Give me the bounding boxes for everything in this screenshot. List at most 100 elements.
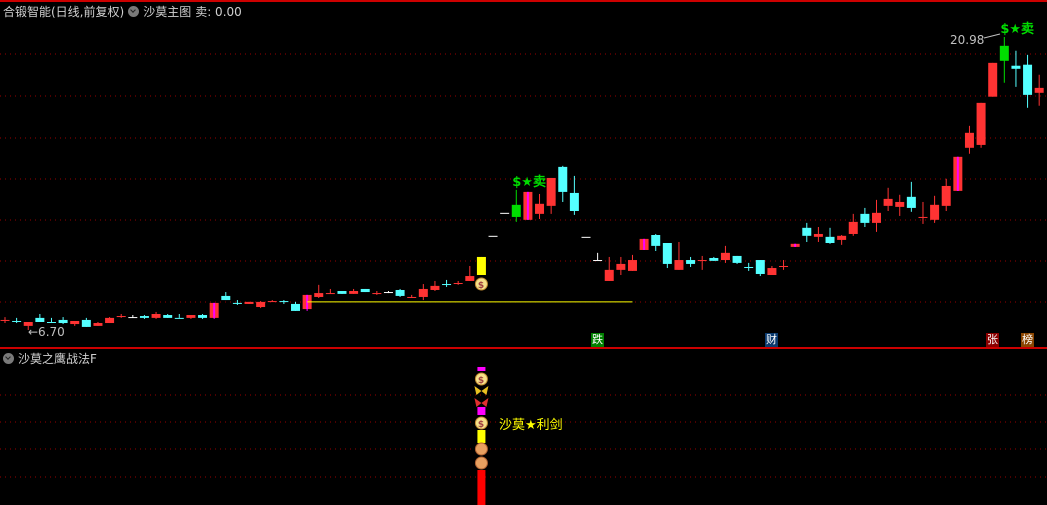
red-bar [477,470,486,505]
candle [558,165,568,202]
candle-body [883,198,893,206]
sub-indicator-name[interactable]: 沙莫之鹰战法F [18,352,97,366]
candle-body [186,315,196,318]
candle [442,279,452,287]
candle [430,280,440,292]
candle [790,243,800,247]
candle [616,256,626,276]
candle [627,254,637,271]
indicator-name[interactable]: 沙莫主图 [143,5,192,19]
indicator-menu-icon[interactable] [128,6,140,17]
candle [895,194,905,216]
candle [988,62,998,97]
candle-body [604,269,614,281]
chart-annotations: ←6.70 20.98 $★卖 $★卖 $ $ $ [28,21,1034,505]
candle [1023,54,1033,108]
candle-body [325,293,335,295]
candle [302,294,312,311]
candle [860,207,870,227]
candle-body [941,185,951,206]
candle-body [697,260,707,262]
candle [674,241,684,270]
candle-body [767,268,777,276]
magenta-bar [477,367,486,371]
candle [976,102,986,148]
candle-body [267,301,277,303]
candle-body [569,192,579,211]
candle-body [709,257,719,261]
candle [116,313,126,318]
candle [872,199,881,232]
magenta-block [477,407,486,415]
sell-value: 卖: 0.00 [195,5,242,19]
candle-body [337,291,347,294]
candle [1034,74,1044,106]
candle [0,317,10,324]
candle [174,313,184,319]
candle-body [232,302,242,304]
candle [139,315,149,319]
candle [639,238,649,250]
candle-body [906,196,916,208]
candle [58,317,68,325]
candle [837,235,847,245]
candle [360,288,370,293]
candle-body [81,319,91,327]
moneybag-sub-1: $ [474,372,488,386]
candle [569,175,579,215]
candle-body [476,256,486,276]
dollar-sign: $ [478,420,484,430]
candle [930,195,940,223]
sub-panel-header: 沙莫之鹰战法F [3,350,97,367]
moneybag-icon [474,372,488,386]
candle [523,191,533,220]
low-price-label: ←6.70 [28,325,65,339]
moneybag-icon [474,277,488,291]
grid-lines [0,0,1047,478]
candle [314,284,324,298]
candle [848,213,858,236]
candle-body [616,263,626,270]
butterfly-icon-red [474,398,489,407]
sell-signal: $★卖 [512,174,546,190]
candle [279,300,289,304]
candle-body [70,320,80,325]
candle [221,292,231,301]
candle-body [349,291,359,294]
candle-body [139,316,149,318]
candle-body [686,260,696,264]
candle-body [813,233,823,237]
candle-body [848,221,858,234]
candle [883,187,893,211]
candle-body [546,177,556,206]
candle [500,212,510,214]
candle [755,260,765,277]
candle [686,256,696,268]
main-panel-header: 合锻智能(日线,前复权) 沙莫主图 卖: 0.00 [3,3,242,20]
candle-body [872,212,881,223]
tag-cai[interactable]: 财 [765,333,778,347]
candle-body [46,321,56,323]
candle-body [581,236,591,238]
candle [511,189,521,222]
candle-body [174,317,184,319]
candle-body [12,320,22,322]
candle [267,300,277,303]
candle [825,227,835,244]
candle-body [500,212,510,214]
dollar-sign: $ [478,281,484,291]
face-icon [474,456,488,470]
candle [720,245,730,263]
candle [767,265,777,276]
tag-bang[interactable]: 榜 [1021,333,1034,347]
candle-body [1034,87,1044,93]
candle [662,243,672,269]
tag-die[interactable]: 跌 [591,333,604,347]
tag-zhang[interactable]: 张 [986,333,999,347]
candle-body [720,252,730,261]
sub-indicator-menu-icon[interactable] [3,353,14,364]
candle [93,321,103,326]
candle [1011,50,1021,87]
candle-body [535,203,545,214]
